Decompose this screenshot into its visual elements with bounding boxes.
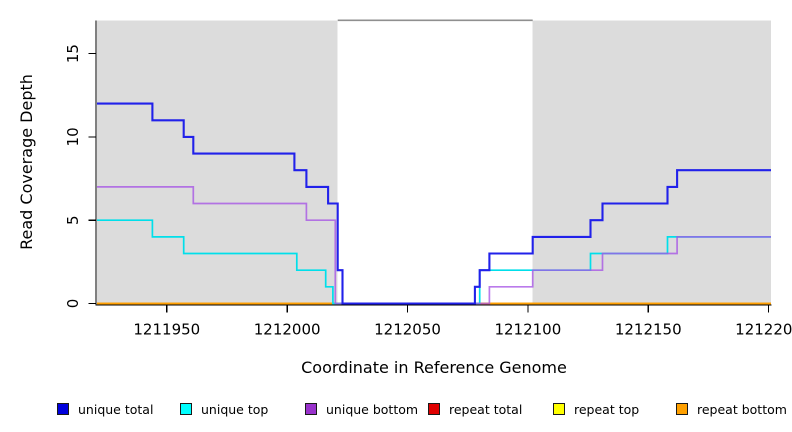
tick-labels: 0 5 10 15 1211950 1212000 1212050 1212100 121215… (64, 44, 792, 338)
series-unique-bottom (97, 186, 771, 305)
x-tick-label: 1211950 (133, 321, 200, 339)
y-axis-title: Read Coverage Depth (17, 74, 36, 250)
shaded-regions (97, 19, 771, 304)
axes (88, 20, 772, 313)
shaded-region-right (532, 20, 771, 304)
legend-swatch-icon (57, 403, 69, 415)
legend-item-unique-top: unique top (180, 398, 268, 420)
y-tick-label: 5 (64, 215, 82, 225)
legend-label: unique total (78, 401, 154, 417)
legend-swatch-icon (180, 403, 192, 415)
legend-swatch-icon (428, 403, 440, 415)
legend-item-repeat-top: repeat top (553, 398, 639, 420)
x-tick-label: 1212150 (615, 321, 682, 339)
series-unique-total (97, 102, 771, 305)
legend-item-repeat-total: repeat total (428, 398, 522, 420)
legend-item-unique-total: unique total (57, 398, 153, 420)
y-tick-label: 10 (64, 127, 82, 146)
legend-label: repeat bottom (697, 401, 787, 417)
shaded-region-left (97, 20, 338, 304)
y-tick-label: 0 (64, 299, 82, 309)
x-tick-label: 1212000 (254, 321, 321, 339)
x-tick-label: 1212100 (494, 321, 561, 339)
legend-label: repeat total (449, 401, 523, 417)
legend: unique total unique top unique bottom repea… (0, 398, 792, 422)
series-lines (97, 102, 771, 305)
x-tick-label: 1212200 (735, 321, 792, 339)
x-axis-title: Coordinate in Reference Genome (301, 358, 567, 377)
legend-swatch-icon (305, 403, 317, 415)
legend-label: unique top (201, 401, 269, 417)
legend-swatch-icon (676, 403, 688, 415)
legend-label: unique bottom (326, 401, 419, 417)
legend-item-unique-bottom: unique bottom (305, 398, 418, 420)
legend-item-repeat-bottom: repeat bottom (676, 398, 787, 420)
legend-swatch-icon (553, 403, 565, 415)
legend-label: repeat top (574, 401, 640, 417)
x-tick-label: 1212050 (374, 321, 441, 339)
y-tick-label: 15 (64, 44, 82, 63)
